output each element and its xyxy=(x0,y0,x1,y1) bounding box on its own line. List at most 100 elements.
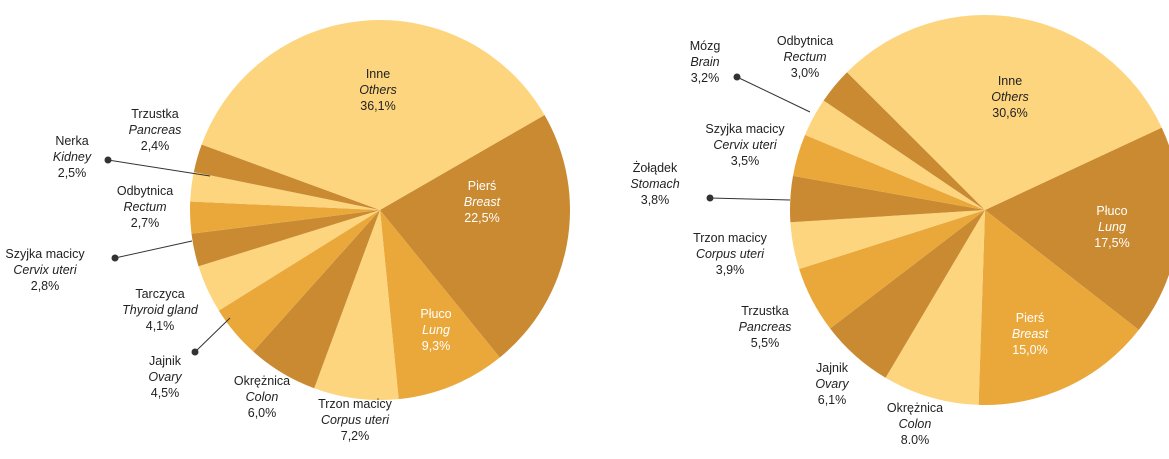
slice-label: Trzon macicy Corpus uteri 7,2% xyxy=(318,397,393,443)
label-pl: Nerka xyxy=(55,134,88,148)
leader-line xyxy=(194,317,231,353)
label-value: 3,9% xyxy=(716,263,745,277)
label-pl: Mózg xyxy=(690,39,721,53)
label-en: Corpus uteri xyxy=(696,247,765,261)
label-value: 2,4% xyxy=(141,139,170,153)
label-value: 17,5% xyxy=(1094,236,1129,250)
slice-label: Żołądek Stomach 3,8% xyxy=(630,161,679,207)
pie-chart: Płuco Lung 17,5% Pierś Breast 15,0% Okrężnica C… xyxy=(630,15,1169,447)
label-en: Brain xyxy=(690,55,719,69)
label-value: 3,2% xyxy=(691,71,720,85)
label-en: Ovary xyxy=(148,370,182,384)
label-en: Colon xyxy=(246,390,279,404)
label-pl: Trzustka xyxy=(131,107,179,121)
slice-label: Nerka Kidney 2,5% xyxy=(53,134,92,180)
pie-slice xyxy=(823,72,985,210)
slice-label: Tarczyca Thyroid gland 4,1% xyxy=(122,287,199,333)
leader-dot xyxy=(191,348,199,356)
slice-label: Trzustka Pancreas 2,4% xyxy=(129,107,182,153)
pie-slice xyxy=(885,210,985,405)
pie-slice xyxy=(191,210,380,267)
label-pl: Szyjka macicy xyxy=(705,122,785,136)
label-value: 9,3% xyxy=(422,339,451,353)
slice-label: Mózg Brain 3,2% xyxy=(690,39,721,85)
slice-label: Inne Others 36,1% xyxy=(359,67,397,113)
label-value: 5,5% xyxy=(751,336,780,350)
slice-label: Okrężnica Colon 6,0% xyxy=(234,374,290,420)
pie-slice xyxy=(799,210,985,329)
label-en: Pancreas xyxy=(129,123,182,137)
label-pl: Trzon macicy xyxy=(693,231,768,245)
pie-slice xyxy=(790,175,985,223)
pie-slice xyxy=(201,20,545,211)
slice-label: Płuco Lung 17,5% xyxy=(1094,204,1129,250)
slice-label: Odbytnica Rectum 2,7% xyxy=(117,184,173,230)
label-value: 7,2% xyxy=(341,429,370,443)
pie-chart: Pierś Breast 22,5% Płuco Lung 9,3% Trzon macic… xyxy=(5,20,570,443)
label-value: 4,5% xyxy=(151,386,180,400)
slice-label: Okrężnica Colon 8.0% xyxy=(887,401,943,447)
slice-label: Szyjka macicy Cervix uteri 2,8% xyxy=(5,247,85,293)
label-en: Thyroid gland xyxy=(122,303,199,317)
label-pl: Okrężnica xyxy=(234,374,290,388)
label-pl: Odbytnica xyxy=(117,184,173,198)
leader-line xyxy=(709,197,791,201)
label-pl: Pierś xyxy=(1016,311,1044,325)
label-value: 6,1% xyxy=(818,393,847,407)
leader-dot xyxy=(104,156,112,164)
pie-slice xyxy=(805,100,985,210)
label-en: Others xyxy=(991,90,1029,104)
slice-label: Jajnik Ovary 6,1% xyxy=(815,361,849,407)
pie-slice xyxy=(190,171,380,210)
leader-line xyxy=(107,159,211,177)
label-value: 4,1% xyxy=(146,319,175,333)
label-value: 2,8% xyxy=(31,279,60,293)
label-en: Rectum xyxy=(783,50,826,64)
label-pl: Jajnik xyxy=(149,354,182,368)
label-value: 3,8% xyxy=(641,193,670,207)
label-pl: Okrężnica xyxy=(887,401,943,415)
label-value: 15,0% xyxy=(1012,343,1047,357)
slice-label: Pierś Breast 15,0% xyxy=(1012,311,1049,357)
label-en: Ovary xyxy=(815,377,849,391)
slice-label: Pierś Breast 22,5% xyxy=(464,179,501,225)
pie-slice xyxy=(198,210,380,311)
pie-slice xyxy=(985,127,1169,330)
label-value: 2,7% xyxy=(131,216,160,230)
label-en: Kidney xyxy=(53,150,92,164)
pie-slice xyxy=(218,210,380,352)
pie-slice xyxy=(380,210,500,400)
pie-slice xyxy=(253,210,380,389)
label-pl: Płuco xyxy=(1096,204,1127,218)
leader-dot xyxy=(733,73,741,81)
label-en: Stomach xyxy=(630,177,679,191)
label-en: Pancreas xyxy=(739,320,792,334)
label-value: 3,0% xyxy=(791,66,820,80)
label-value: 22,5% xyxy=(464,211,499,225)
label-pl: Trzon macicy xyxy=(318,397,393,411)
label-value: 36,1% xyxy=(360,99,395,113)
pie-slice xyxy=(193,144,380,210)
slice-label: Trzon macicy Corpus uteri 3,9% xyxy=(693,231,768,277)
slice-label: Inne Others 30,6% xyxy=(991,74,1029,120)
label-en: Breast xyxy=(1012,327,1049,341)
label-pl: Odbytnica xyxy=(777,34,833,48)
label-en: Breast xyxy=(464,195,501,209)
pie-slice xyxy=(314,210,399,400)
slice-label: Szyjka macicy Cervix uteri 3,5% xyxy=(705,122,785,168)
pie-slice xyxy=(978,210,1139,405)
slice-label: Trzustka Pancreas 5,5% xyxy=(739,304,792,350)
label-pl: Szyjka macicy xyxy=(5,247,85,261)
pie-slice xyxy=(380,115,570,358)
leader-line xyxy=(736,76,811,113)
pie-slice xyxy=(790,210,985,270)
pie-slice xyxy=(846,15,1162,211)
slice-label: Odbytnica Rectum 3,0% xyxy=(777,34,833,80)
label-pl: Trzustka xyxy=(741,304,789,318)
label-value: 6,0% xyxy=(248,406,277,420)
label-pl: Inne xyxy=(366,67,390,81)
label-pl: Tarczyca xyxy=(135,287,184,301)
label-value: 30,6% xyxy=(992,106,1027,120)
label-en: Lung xyxy=(1098,220,1126,234)
